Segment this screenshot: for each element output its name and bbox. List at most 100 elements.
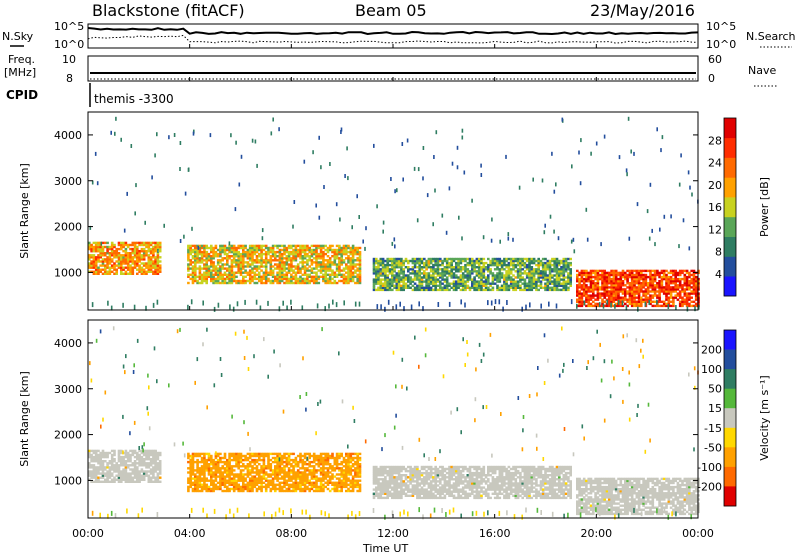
data-cell (99, 245, 102, 249)
data-cell (567, 263, 570, 267)
data-cell (553, 280, 556, 283)
data-cell (156, 512, 159, 517)
data-cell (88, 474, 91, 477)
data-cell (290, 477, 293, 480)
data-cell (104, 264, 107, 267)
data-cell (624, 273, 627, 277)
data-cell (576, 303, 578, 309)
data-cell (147, 455, 151, 459)
data-cell (94, 151, 97, 156)
data-cell (672, 282, 675, 285)
data-cell (101, 472, 105, 475)
data-cell (248, 463, 252, 466)
data-cell (326, 277, 330, 281)
data-cell (464, 263, 467, 267)
data-cell (138, 472, 141, 475)
data-cell (653, 275, 657, 279)
data-cell (99, 476, 102, 479)
data-cell (669, 286, 673, 289)
data-cell (212, 269, 215, 272)
data-cell (560, 282, 563, 285)
data-cell (432, 278, 435, 281)
data-cell (308, 460, 311, 464)
data-cell (207, 269, 211, 272)
data-cell (246, 469, 250, 472)
data-cell (140, 449, 144, 453)
data-cell (147, 480, 151, 483)
data-cell (149, 480, 153, 483)
data-cell (635, 286, 639, 289)
data-cell (267, 454, 270, 458)
data-cell (235, 261, 238, 264)
data-cell (603, 284, 606, 287)
data-cell (569, 278, 572, 281)
data-cell (450, 272, 453, 275)
data-cell (331, 261, 334, 264)
data-cell (251, 465, 254, 468)
data-cell (198, 460, 202, 464)
data-cell (328, 257, 332, 260)
data-cell (152, 480, 155, 483)
data-cell (558, 278, 561, 281)
data-cell (576, 269, 579, 273)
data-cell (223, 467, 227, 470)
data-cell (443, 286, 447, 289)
data-cell (115, 264, 118, 267)
data-cell (340, 246, 343, 250)
data-cell (356, 259, 359, 262)
data-cell (388, 278, 392, 281)
data-cell (126, 478, 130, 481)
data-cell (104, 478, 107, 481)
data-cell (94, 478, 98, 481)
data-cell (660, 280, 664, 283)
data-cell (110, 480, 114, 483)
data-cell (630, 277, 634, 281)
data-cell (232, 271, 236, 274)
data-cell (628, 300, 632, 303)
data-cell (312, 257, 316, 260)
data-cell (149, 252, 153, 255)
data-cell (551, 257, 554, 261)
data-cell (285, 277, 289, 281)
data-cell (439, 282, 442, 285)
data-cell (187, 250, 190, 254)
data-cell (608, 302, 611, 306)
data-cell (553, 189, 556, 194)
data-cell (400, 280, 403, 283)
data-cell (255, 479, 259, 482)
data-cell (258, 265, 261, 268)
data-cell (601, 300, 604, 303)
data-cell (553, 278, 556, 281)
data-cell (626, 304, 629, 308)
data-cell (315, 456, 318, 460)
data-cell (551, 259, 554, 263)
data-cell (214, 250, 218, 254)
data-cell (587, 275, 590, 279)
data-cell (312, 456, 316, 460)
data-cell (191, 257, 195, 260)
data-cell (482, 263, 486, 267)
data-cell (189, 475, 192, 478)
data-cell (301, 277, 305, 281)
data-cell (397, 259, 401, 263)
data-cell (342, 248, 346, 252)
data-cell (136, 247, 139, 251)
data-cell (290, 299, 292, 305)
data-cell (287, 257, 291, 260)
data-cell (468, 261, 472, 265)
data-cell (226, 252, 229, 256)
data-cell (672, 273, 675, 277)
data-cell (269, 489, 273, 493)
data-cell (386, 268, 389, 271)
data-cell (271, 252, 275, 256)
data-cell (663, 214, 666, 219)
data-cell (235, 475, 238, 478)
data-cell (420, 257, 424, 261)
data-cell (322, 250, 325, 254)
data-cell (312, 150, 314, 155)
data-cell (97, 470, 100, 473)
data-cell (516, 282, 520, 285)
data-cell (471, 270, 474, 273)
data-cell (283, 267, 286, 270)
data-cell (544, 274, 547, 277)
